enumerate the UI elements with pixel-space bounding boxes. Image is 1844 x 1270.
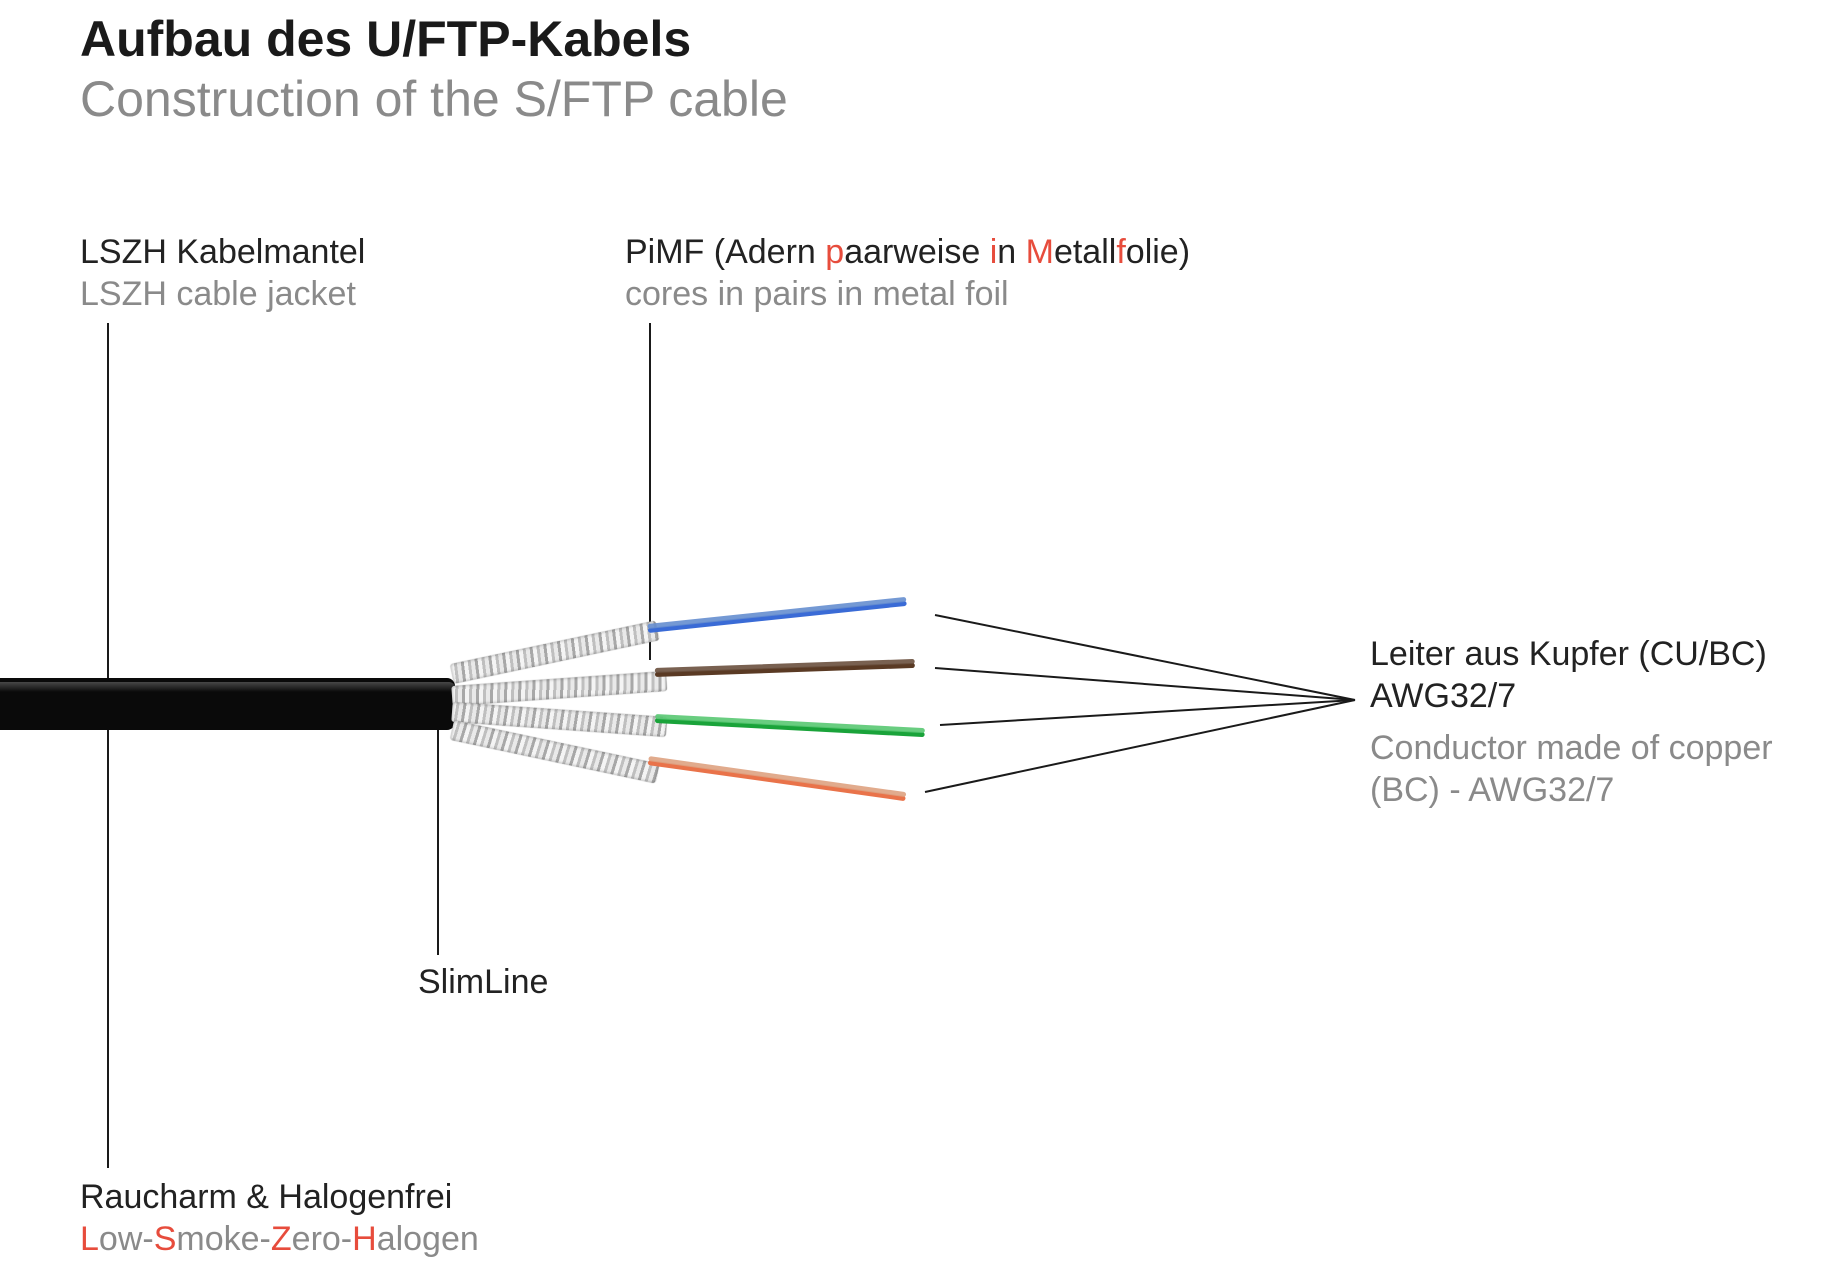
label-lszh-de: LSZH Kabelmantel xyxy=(80,233,365,272)
label-lszh-en: LSZH cable jacket xyxy=(80,275,356,314)
cable-jacket xyxy=(0,678,455,730)
label-halogen-en: Low-Smoke-Zero-Halogen xyxy=(80,1220,479,1259)
title-german: Aufbau des U/FTP-Kabels xyxy=(80,10,691,68)
title-english: Construction of the S/FTP cable xyxy=(80,70,788,128)
wire-pair-4 xyxy=(648,760,906,801)
label-slimline: SlimLine xyxy=(418,963,548,1002)
wire-pair-2 xyxy=(655,663,915,677)
label-conductor-en-1: Conductor made of copper xyxy=(1370,729,1773,768)
wire-pair-1 xyxy=(648,601,907,633)
wire-pair-3 xyxy=(655,718,925,737)
label-conductor-de-1: Leiter aus Kupfer (CU/BC) xyxy=(1370,635,1767,674)
label-halogen-de: Raucharm & Halogenfrei xyxy=(80,1178,452,1217)
label-conductor-de-2: AWG32/7 xyxy=(1370,677,1516,716)
label-pimf-de: PiMF (Adern paarweise in Metallfolie) xyxy=(625,233,1190,272)
label-conductor-en-2: (BC) - AWG32/7 xyxy=(1370,771,1614,810)
label-pimf-en: cores in pairs in metal foil xyxy=(625,275,1009,314)
